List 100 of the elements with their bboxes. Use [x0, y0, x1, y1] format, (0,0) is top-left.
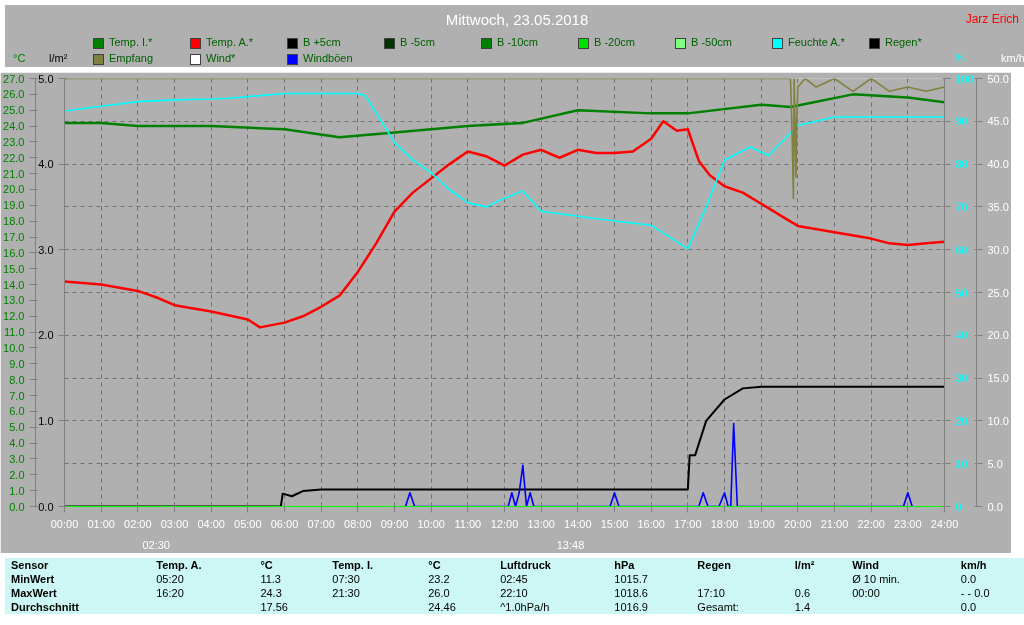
y-tick-label: 25.0 — [3, 104, 25, 117]
text: Wind — [851, 558, 880, 572]
y3-tick-label: 20 — [955, 414, 968, 427]
x-tick-label: 00:00 — [50, 517, 79, 530]
y2-axis-title: l/m² — [49, 51, 68, 66]
y-tick-label: 19.0 — [3, 199, 25, 212]
y-tick-label: 20.0 — [987, 329, 1009, 342]
line-series — [64, 120, 945, 329]
y-axis-title: km/h — [1001, 51, 1024, 66]
text: Durchschnitt — [10, 600, 80, 614]
x-tick-label: 15:00 — [600, 517, 629, 530]
y-tick-label: 15.0 — [987, 372, 1009, 385]
x-tick-label: 10:00 — [417, 517, 445, 530]
text: Gesamt: — [696, 600, 740, 614]
y-tick-label: 26.0 — [3, 88, 25, 101]
y3-tick-label: 10 — [955, 457, 968, 470]
y-tick-label: 7.0 — [9, 389, 25, 402]
y2-tick-label: 4.0 — [38, 158, 54, 171]
text: Regen — [696, 558, 732, 572]
y-tick-label: 25.0 — [987, 286, 1009, 299]
text: MinWert — [10, 572, 56, 586]
x-tick-label: 09:00 — [380, 517, 409, 530]
x-tick-label: 16:00 — [637, 517, 665, 530]
y3-tick-label: 0 — [955, 500, 962, 513]
text: MaxWert — [10, 586, 58, 600]
text: Jarz Erich — [965, 11, 1019, 28]
text: 23.2 — [427, 572, 451, 586]
y-tick-label: 16.0 — [3, 246, 25, 259]
x-tick-label: 06:00 — [270, 517, 299, 530]
y-tick-label: 0.0 — [987, 500, 1003, 513]
text: 0.0 — [959, 572, 978, 586]
legend-label: Empfang — [109, 52, 154, 64]
text: - - 0.0 — [959, 586, 991, 600]
y-tick-label: 35.0 — [987, 200, 1009, 213]
x-tick-label: 22:00 — [857, 517, 885, 530]
y-tick-label: 6.0 — [9, 405, 25, 418]
legend-label: Windböen — [303, 52, 353, 64]
y-tick-label: 2.0 — [9, 468, 25, 481]
x-tick-label: 13:00 — [527, 517, 555, 530]
text: 1.4 — [793, 600, 812, 614]
x-tick-label: 04:00 — [197, 517, 225, 530]
y2-tick-label: 5.0 — [38, 72, 54, 85]
y-tick-label: 20.0 — [3, 183, 25, 196]
y2-tick-label: 2.0 — [38, 329, 54, 342]
x-tick-label: 21:00 — [820, 517, 849, 530]
text: 21:30 — [331, 586, 361, 600]
chart-title: Mittwoch, 23.05.2018 — [445, 11, 589, 28]
text: ^1.0hPa/h — [499, 600, 551, 614]
legend-label: B -5cm — [400, 36, 435, 48]
line-series — [64, 93, 945, 139]
text: 0.6 — [793, 586, 812, 600]
text: hPa — [613, 558, 636, 572]
y-tick-label: 9.0 — [9, 357, 25, 370]
x-tick-label: 08:00 — [344, 517, 372, 530]
text: l/m² — [793, 558, 816, 572]
y-tick-label: 12.0 — [3, 310, 25, 323]
y-tick-label: 22.0 — [3, 151, 25, 164]
y3-tick-label: 30 — [955, 372, 968, 385]
x-tick-label: 23:00 — [894, 517, 922, 530]
text: km/h — [959, 558, 988, 572]
text: Sensor — [10, 558, 50, 572]
x-tick-label: 11:00 — [454, 517, 482, 530]
text: 1016.9 — [613, 600, 649, 614]
y-tick-label: 5.0 — [987, 457, 1003, 470]
text: 26.0 — [427, 586, 451, 600]
x-tick-label: 03:00 — [160, 517, 189, 530]
x-tick-label: 01:00 — [87, 517, 115, 530]
y3-tick-label: 80 — [955, 158, 968, 171]
y3-tick-label: 50 — [955, 286, 968, 299]
legend-label: B -50cm — [691, 36, 732, 48]
text: 22:10 — [499, 586, 529, 600]
y-tick-label: 40.0 — [987, 158, 1009, 171]
y3-tick-label: 90 — [955, 115, 968, 128]
y2-tick-label: 1.0 — [38, 414, 54, 427]
y3-tick-label: 40 — [955, 329, 968, 342]
y2-tick-label: 3.0 — [38, 243, 54, 256]
text: 17.56 — [259, 600, 289, 614]
legend-label: Regen* — [885, 36, 922, 48]
text: 16:20 — [155, 586, 185, 600]
text: 1018.6 — [613, 586, 649, 600]
text: 11.3 — [259, 572, 282, 586]
y-tick-label: 50.0 — [987, 72, 1009, 85]
y-tick-label: 14.0 — [3, 278, 25, 291]
y-tick-label: 15.0 — [3, 262, 25, 275]
x-tick-label: 07:00 — [307, 517, 335, 530]
y-tick-label: 17.0 — [3, 231, 25, 244]
x-tick-label: 14:00 — [564, 517, 592, 530]
text: 1015.7 — [613, 572, 649, 586]
legend-label: Feuchte A.* — [788, 36, 845, 48]
x-tick-label: 02:00 — [124, 517, 152, 530]
text: Temp. A. — [155, 558, 203, 572]
text: 24.3 — [259, 586, 283, 600]
text: 17:10 — [696, 586, 726, 600]
y-tick-label: 0.0 — [9, 500, 25, 513]
x-tick-label: 20:00 — [784, 517, 812, 530]
text: 02:45 — [499, 572, 529, 586]
x-tick-label: 12:00 — [490, 517, 519, 530]
y-tick-label: 27.0 — [3, 72, 25, 85]
y-tick-label: 10.0 — [3, 341, 25, 354]
legend-label: Temp. I.* — [109, 36, 153, 48]
